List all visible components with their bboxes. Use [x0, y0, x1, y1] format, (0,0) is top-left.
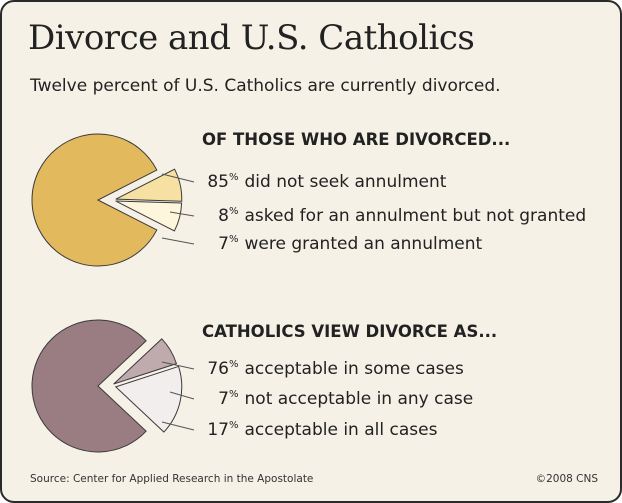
chart-2-label-3: acceptable in all cases — [244, 420, 438, 440]
percent-sign: % — [229, 420, 239, 431]
chart-1-row-2: 8% asked for an annulment but not granted — [198, 206, 586, 226]
chart-2-label-2: not acceptable in any case — [244, 389, 474, 409]
pie-slice-2-1 — [31, 319, 147, 453]
copyright-credit: ©2008 CNS — [535, 473, 598, 485]
chart-2-label-1: acceptable in some cases — [244, 359, 464, 379]
percent-sign: % — [229, 206, 239, 217]
chart-2-value-1: 76 — [207, 359, 229, 379]
chart-1-value-1: 85 — [207, 172, 229, 192]
chart-1-label-3: were granted an annulment — [244, 234, 483, 254]
pie-slice-1-3 — [115, 200, 183, 232]
chart-2-title: CATHOLICS VIEW DIVORCE AS... — [202, 322, 498, 341]
page-title: Divorce and U.S. Catholics — [28, 18, 475, 58]
chart-1-label-1: did not seek annulment — [244, 172, 447, 192]
chart-1-label-2: asked for an annulment but not granted — [244, 206, 587, 226]
chart-2-row-3: 17% acceptable in all cases — [198, 420, 437, 440]
chart-1-title: OF THOSE WHO ARE DIVORCED... — [202, 130, 511, 149]
chart-1-value-2: 8 — [218, 206, 229, 226]
chart-2-value-3: 17 — [207, 420, 229, 440]
source-note: Source: Center for Applied Research in t… — [30, 473, 314, 485]
chart-2-row-1: 76% acceptable in some cases — [198, 359, 464, 379]
chart-2-value-2: 7 — [218, 389, 229, 409]
percent-sign: % — [229, 234, 239, 245]
chart-1-value-3: 7 — [218, 234, 229, 254]
percent-sign: % — [229, 172, 239, 183]
page-subtitle: Twelve percent of U.S. Catholics are cur… — [30, 76, 501, 96]
chart-1-row-3: 7% were granted an annulment — [198, 234, 482, 254]
percent-sign: % — [229, 359, 239, 370]
pie-slice-1-1 — [31, 133, 158, 267]
percent-sign: % — [229, 389, 239, 400]
chart-2-row-2: 7% not acceptable in any case — [198, 389, 473, 409]
chart-1-row-1: 85% did not seek annulment — [198, 172, 446, 192]
